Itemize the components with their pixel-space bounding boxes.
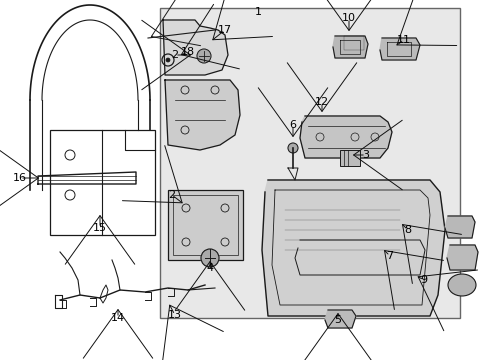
Polygon shape [332, 36, 367, 58]
Circle shape [201, 249, 219, 267]
Circle shape [287, 143, 297, 153]
Text: 11: 11 [396, 35, 410, 45]
Polygon shape [446, 245, 477, 270]
Bar [160, 8, 459, 318]
Text: 13: 13 [168, 310, 182, 320]
Bar [50, 130, 155, 235]
Bar [168, 190, 243, 260]
Text: 5: 5 [334, 315, 341, 325]
Polygon shape [444, 216, 474, 238]
Ellipse shape [447, 274, 475, 296]
Text: 12: 12 [314, 97, 328, 107]
Text: 14: 14 [111, 313, 125, 323]
Text: 2: 2 [171, 50, 178, 60]
Polygon shape [163, 20, 227, 75]
Text: 2: 2 [168, 190, 175, 200]
Text: 10: 10 [341, 13, 355, 23]
Circle shape [165, 58, 170, 62]
Text: 1: 1 [254, 7, 261, 17]
Polygon shape [262, 180, 444, 316]
Circle shape [197, 49, 210, 63]
Text: 16: 16 [13, 173, 27, 183]
Bar [339, 150, 359, 166]
Polygon shape [164, 80, 240, 150]
Polygon shape [379, 38, 419, 60]
Text: 4: 4 [206, 263, 213, 273]
Text: 15: 15 [93, 223, 107, 233]
Text: 6: 6 [289, 120, 296, 130]
Text: 8: 8 [404, 225, 411, 235]
Text: 18: 18 [181, 47, 195, 57]
Text: 9: 9 [420, 275, 427, 285]
Polygon shape [299, 116, 391, 158]
Text: 7: 7 [386, 251, 393, 261]
Text: 3: 3 [362, 150, 369, 160]
Text: 17: 17 [218, 25, 232, 35]
Polygon shape [325, 310, 355, 328]
Bar [173, 195, 238, 255]
